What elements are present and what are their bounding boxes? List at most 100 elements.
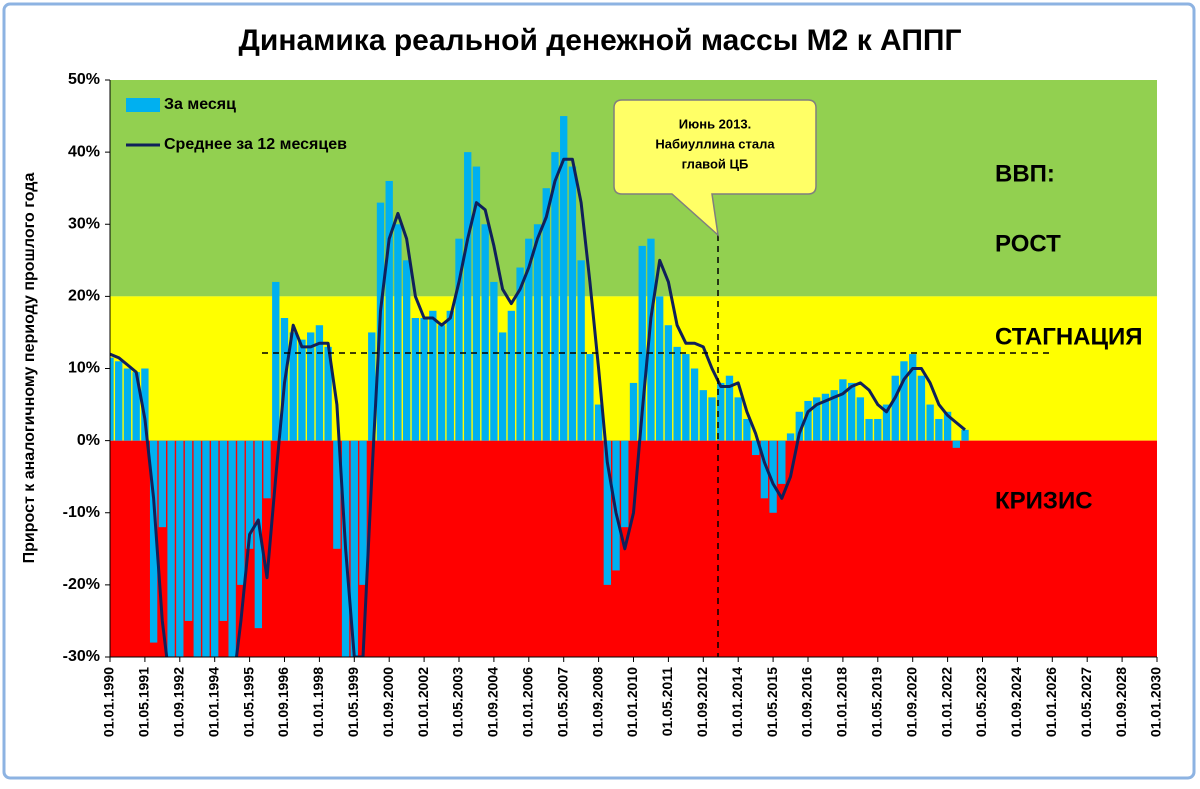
bar	[568, 166, 577, 441]
bar	[507, 310, 516, 441]
bar	[926, 404, 934, 441]
callout-box	[613, 99, 817, 237]
bar	[202, 440, 210, 657]
y-tick-label: 40%	[68, 143, 100, 160]
bar	[839, 379, 847, 441]
x-tick-label: 01.05.2019	[869, 667, 885, 737]
bar	[690, 368, 699, 441]
bar	[333, 440, 341, 549]
bar	[874, 418, 882, 441]
legend: За месяц Среднее за 12 месяцев	[126, 96, 347, 153]
bar	[708, 397, 716, 441]
x-tick-label: 01.09.2028	[1113, 667, 1129, 737]
x-tick-label: 01.05.2023	[973, 667, 989, 737]
bar	[167, 440, 175, 657]
bar	[638, 245, 646, 441]
bar	[682, 354, 690, 441]
bar	[350, 440, 358, 657]
x-tick-label: 01.01.2018	[834, 667, 850, 737]
bar	[219, 440, 228, 621]
legend-label: Среднее за 12 месяцев	[164, 136, 347, 153]
x-tick-label: 01.09.2016	[799, 667, 815, 737]
y-tick-label: 50%	[68, 71, 100, 88]
bar	[481, 224, 489, 441]
bar	[525, 238, 533, 441]
x-tick-label: 01.09.2008	[589, 667, 605, 737]
callout-text: Июнь 2013.	[679, 116, 751, 131]
bar	[594, 404, 603, 441]
bar	[132, 372, 140, 441]
bar	[490, 281, 498, 441]
bar	[560, 116, 568, 441]
bar	[115, 361, 123, 441]
x-tick-label: 01.09.2012	[694, 667, 710, 737]
band	[110, 440, 1157, 657]
bar	[385, 180, 393, 441]
bar	[315, 325, 324, 441]
y-axis-label: Прирост к аналогичному периоду прошлого …	[21, 173, 38, 564]
bar	[176, 440, 184, 657]
legend-swatch	[126, 98, 160, 112]
bar	[961, 429, 969, 441]
bar	[952, 440, 960, 448]
bar	[621, 440, 629, 528]
bar	[717, 382, 725, 441]
bar	[324, 346, 332, 441]
bar	[272, 281, 280, 441]
bar	[821, 393, 830, 441]
bar	[228, 440, 236, 657]
bar	[943, 411, 952, 441]
bar	[847, 382, 856, 441]
bar	[577, 260, 585, 441]
bar	[629, 382, 638, 441]
bar	[411, 318, 420, 441]
bar	[158, 440, 167, 528]
bar	[289, 332, 297, 441]
x-tick-label: 01.09.1996	[275, 667, 291, 737]
band-label: СТАГНАЦИЯ	[995, 323, 1143, 350]
bar	[123, 368, 132, 441]
y-tick-label: 20%	[68, 288, 100, 305]
bar	[699, 390, 707, 441]
bars	[110, 116, 969, 657]
bar	[725, 375, 734, 441]
bar	[446, 310, 454, 441]
y-tick-label: 0%	[77, 432, 100, 449]
x-tick-label: 01.01.1990	[101, 667, 117, 737]
x-tick-label: 01.01.2014	[729, 667, 745, 737]
bar	[307, 332, 315, 441]
bar	[804, 400, 812, 441]
x-tick-label: 01.09.1992	[171, 667, 187, 737]
bar	[184, 440, 193, 621]
bar	[656, 296, 664, 441]
bar	[813, 397, 821, 441]
bar	[786, 433, 795, 441]
bar	[664, 325, 673, 441]
x-tick-label: 01.09.2024	[1008, 667, 1024, 737]
x-tick-label: 01.01.2002	[415, 667, 431, 737]
x-tick-label: 01.09.2004	[485, 667, 501, 737]
chart-title: Динамика реальной денежной массы М2 к АП…	[239, 24, 962, 57]
bar	[900, 361, 908, 441]
bar	[856, 397, 865, 441]
bar	[402, 260, 411, 441]
bar	[110, 357, 114, 441]
bar	[141, 368, 149, 441]
bar	[647, 238, 655, 441]
x-tick-label: 01.01.2030	[1148, 667, 1164, 737]
bar	[673, 346, 681, 441]
x-tick-label: 01.05.1995	[240, 667, 256, 737]
bar	[149, 440, 158, 643]
bar	[603, 440, 611, 585]
bar	[751, 440, 760, 456]
y-tick-label: -30%	[63, 648, 100, 665]
x-tick-label: 01.01.2026	[1043, 667, 1059, 737]
callout-text: Набиуллина стала	[655, 136, 775, 151]
band-label: ВВП:	[995, 160, 1055, 187]
x-tick-label: 01.01.2022	[938, 667, 954, 737]
bar	[769, 440, 777, 513]
band-label: РОСТ	[995, 230, 1061, 257]
x-tick-label: 01.09.2020	[903, 667, 919, 737]
x-tick-label: 01.01.1994	[205, 667, 221, 737]
